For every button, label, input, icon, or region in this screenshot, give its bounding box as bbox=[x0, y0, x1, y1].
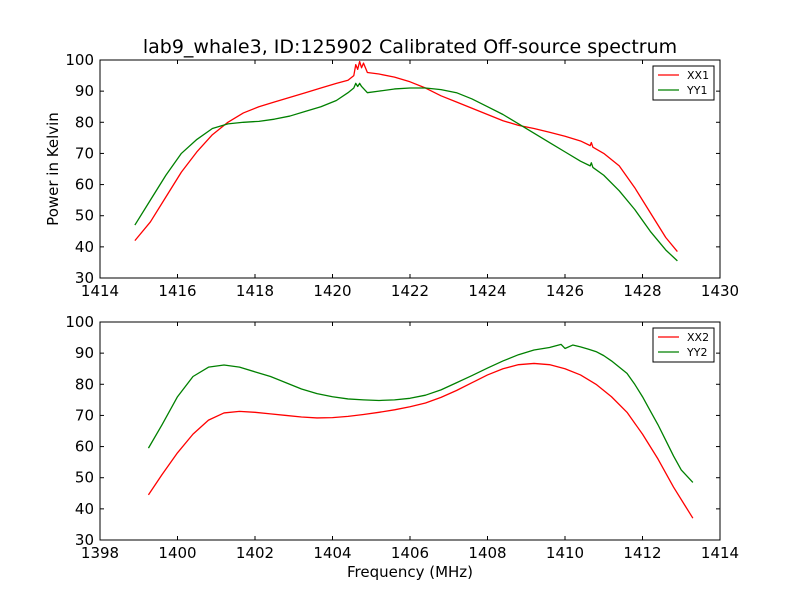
bottom-x-tick-label: 1414 bbox=[701, 544, 739, 562]
bottom-x-tick-label: 1406 bbox=[391, 544, 429, 562]
top-x-tick-label: 1428 bbox=[623, 282, 661, 300]
bottom-y-tick-label: 30 bbox=[75, 531, 94, 549]
bottom-y-tick-label: 40 bbox=[75, 500, 94, 518]
top-y-tick-label: 90 bbox=[75, 82, 94, 100]
bottom-y-tick-label: 90 bbox=[75, 344, 94, 362]
bottom-x-tick-label: 1412 bbox=[623, 544, 661, 562]
top-x-tick-label: 1422 bbox=[391, 282, 429, 300]
x-axis-label: Frequency (MHz) bbox=[347, 563, 473, 581]
top-legend-label-yy1: YY1 bbox=[686, 84, 707, 97]
bottom-x-tick-label: 1400 bbox=[158, 544, 196, 562]
top-y-tick-label: 30 bbox=[75, 269, 94, 287]
top-x-tick-label: 1420 bbox=[313, 282, 351, 300]
bottom-y-tick-label: 60 bbox=[75, 438, 94, 456]
bottom-legend-label-yy2: YY2 bbox=[686, 346, 707, 359]
top-x-tick-label: 1414 bbox=[81, 282, 119, 300]
bottom-x-tick-label: 1408 bbox=[468, 544, 506, 562]
top-x-tick-label: 1430 bbox=[701, 282, 739, 300]
top-y-tick-label: 60 bbox=[75, 176, 94, 194]
top-x-tick-label: 1416 bbox=[158, 282, 196, 300]
bottom-legend-label-xx2: XX2 bbox=[687, 331, 709, 344]
top-x-tick-label: 1426 bbox=[546, 282, 584, 300]
bottom-y-tick-label: 70 bbox=[75, 406, 94, 424]
bottom-y-tick-label: 80 bbox=[75, 375, 94, 393]
top-panel: 1414 1416 1418 1420 1422 1424 1426 1428 1430 30 40… bbox=[65, 51, 739, 300]
top-y-tick-label: 70 bbox=[75, 144, 94, 162]
chart-title: lab9_whale3, ID:125902 Calibrated Off-so… bbox=[143, 36, 677, 58]
bottom-x-tick-label: 1404 bbox=[313, 544, 351, 562]
bottom-x-tick-label: 1402 bbox=[236, 544, 274, 562]
top-y-tick-label: 80 bbox=[75, 113, 94, 131]
top-y-tick-label: 100 bbox=[65, 51, 94, 69]
top-legend-box bbox=[652, 65, 715, 101]
top-y-tick-label: 40 bbox=[75, 238, 94, 256]
top-x-tick-label: 1424 bbox=[468, 282, 506, 300]
top-x-tick-label: 1418 bbox=[236, 282, 274, 300]
top-series-yy1-line bbox=[134, 82, 678, 262]
bottom-x-tick-label: 1398 bbox=[81, 544, 119, 562]
bottom-legend-box bbox=[652, 327, 715, 363]
y-axis-label: Power in Kelvin bbox=[44, 112, 62, 226]
bottom-panel: 1398 1400 1402 1404 1406 1408 1410 1412 1414 30 40… bbox=[65, 313, 739, 562]
bottom-y-tick-label: 100 bbox=[65, 313, 94, 331]
bottom-x-tick-label: 1410 bbox=[546, 544, 584, 562]
bottom-y-tick-label: 50 bbox=[75, 469, 94, 487]
top-y-tick-label: 50 bbox=[75, 207, 94, 225]
top-legend-label-xx1: XX1 bbox=[687, 69, 709, 82]
